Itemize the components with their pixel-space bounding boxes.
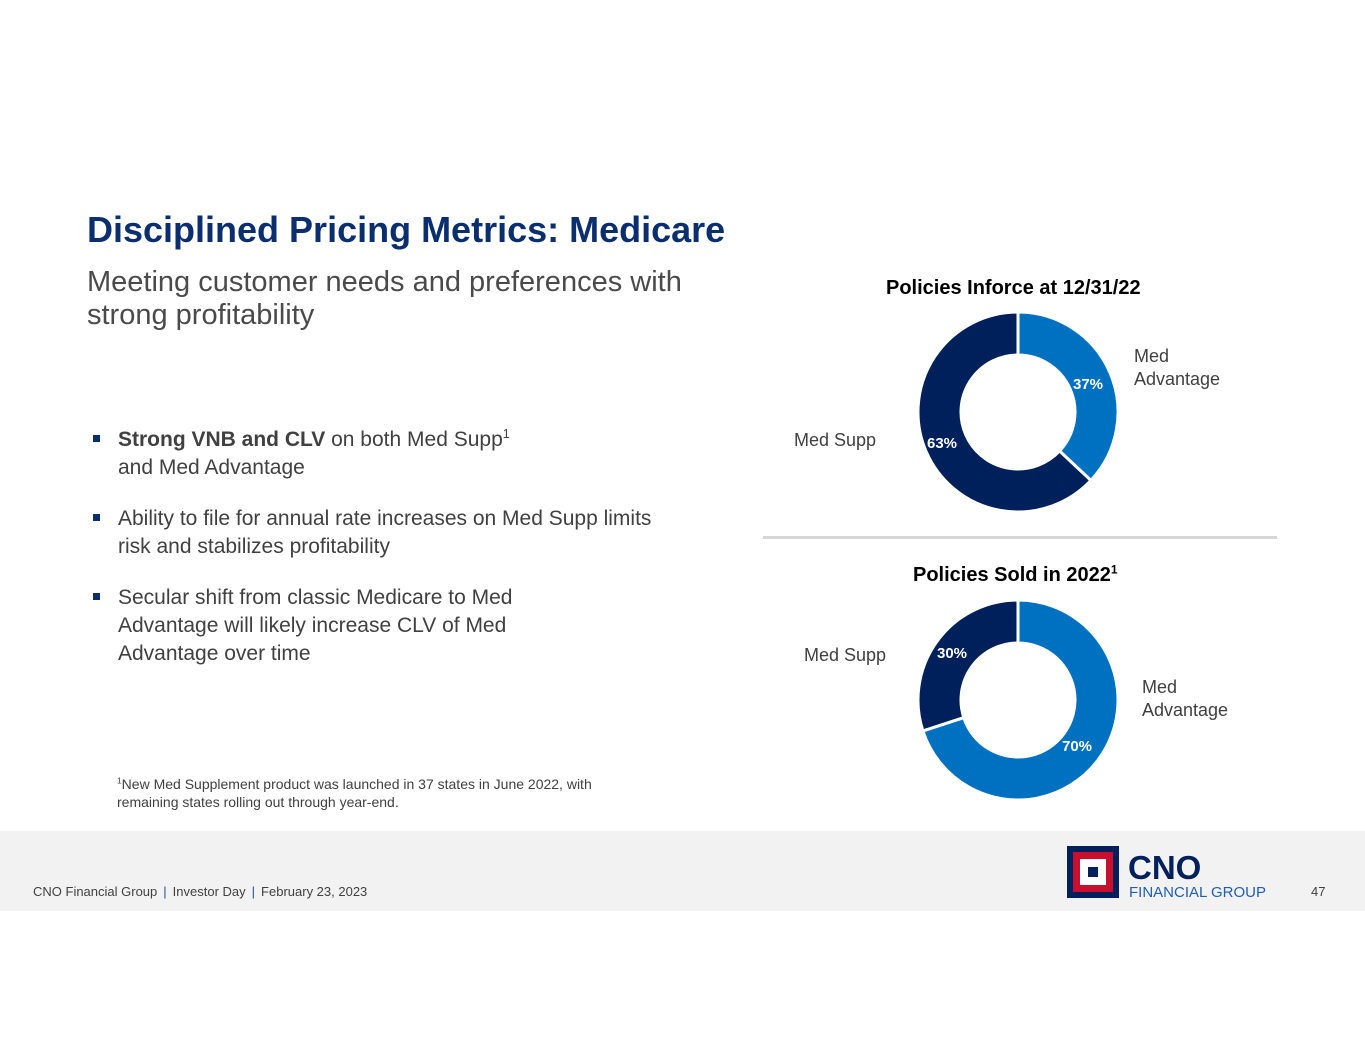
cno-logo: CNO FINANCIAL GROUP	[1067, 846, 1266, 898]
bullet-text: Ability to file for annual rate increase…	[118, 507, 652, 558]
footer-text: CNO Financial Group | Investor Day | Februar…	[33, 884, 367, 899]
category-label-med-advantage: Med Advantage	[1142, 677, 1229, 720]
bullet-item: Strong VNB and CLV on both Med Supp1 and…	[93, 426, 693, 482]
bullet-item: Secular shift from classic Medicare to M…	[93, 584, 518, 668]
chart-title-sold: Policies Sold in 20221	[913, 562, 1118, 587]
donut-slice-med-advantage	[1016, 310, 1120, 483]
slice-label-med-supp: 30%	[937, 645, 968, 662]
footer-date: February 23, 2023	[261, 884, 368, 899]
bullet-item: Ability to file for annual rate increase…	[93, 505, 658, 561]
slice-label-med-advantage: 70%	[1062, 738, 1093, 755]
slice-label-med-advantage: 37%	[1073, 376, 1104, 393]
chart-divider	[763, 536, 1277, 539]
chart-title-inforce: Policies Inforce at 12/31/22	[886, 277, 1141, 300]
bullet-marker	[93, 593, 100, 600]
footer-separator: |	[251, 884, 256, 899]
category-label-med-advantage: Med Advantage	[1134, 346, 1221, 389]
chart-title-text: Policies Inforce at 12/31/22	[886, 277, 1141, 299]
footer-separator: |	[163, 884, 167, 899]
logo-text-financial-group: FINANCIAL GROUP	[1129, 884, 1266, 898]
footnote-marker: 1	[117, 775, 122, 786]
bullet-text: on both Med Supp	[325, 428, 503, 451]
page-subtitle: Meeting customer needs and preferences w…	[87, 266, 682, 331]
category-label-med-supp: Med Supp	[804, 645, 887, 665]
page-title: Disciplined Pricing Metrics: Medicare	[87, 209, 726, 250]
logo-square-inner	[1088, 867, 1098, 877]
donut-chart-inforce	[916, 310, 1120, 514]
bullet-list: Strong VNB and CLV on both Med Supp1 and…	[93, 426, 693, 691]
footer-bar	[0, 831, 1365, 911]
donut-slice-med-advantage	[921, 598, 1120, 802]
footnote-ref: 1	[502, 427, 510, 441]
bullet-marker	[93, 514, 100, 521]
footer-company: CNO Financial Group	[33, 884, 158, 899]
donut-slice-med-supp	[916, 598, 1020, 733]
footnote-text: New Med Supplement product was launched …	[117, 776, 592, 810]
bullet-text: Secular shift from classic Medicare to M…	[118, 586, 513, 665]
page-number: 47	[1311, 884, 1326, 899]
chart-title-sup: 1	[1110, 562, 1118, 577]
category-label-med-supp: Med Supp	[794, 430, 877, 450]
donut-chart-sold	[916, 598, 1120, 802]
chart-title-text: Policies Sold in 2022	[913, 564, 1111, 586]
donut-slice-med-supp	[916, 310, 1094, 514]
bullet-marker	[93, 435, 100, 442]
bullet-bold-text: Strong VNB and CLV	[118, 428, 326, 451]
slice-label-med-supp: 63%	[927, 435, 958, 452]
footnote: 1New Med Supplement product was launched…	[117, 775, 637, 811]
logo-text-cno: CNO	[1128, 849, 1201, 886]
bullet-text-cont: and Med Advantage	[118, 456, 305, 479]
footer-event: Investor Day	[172, 884, 246, 899]
